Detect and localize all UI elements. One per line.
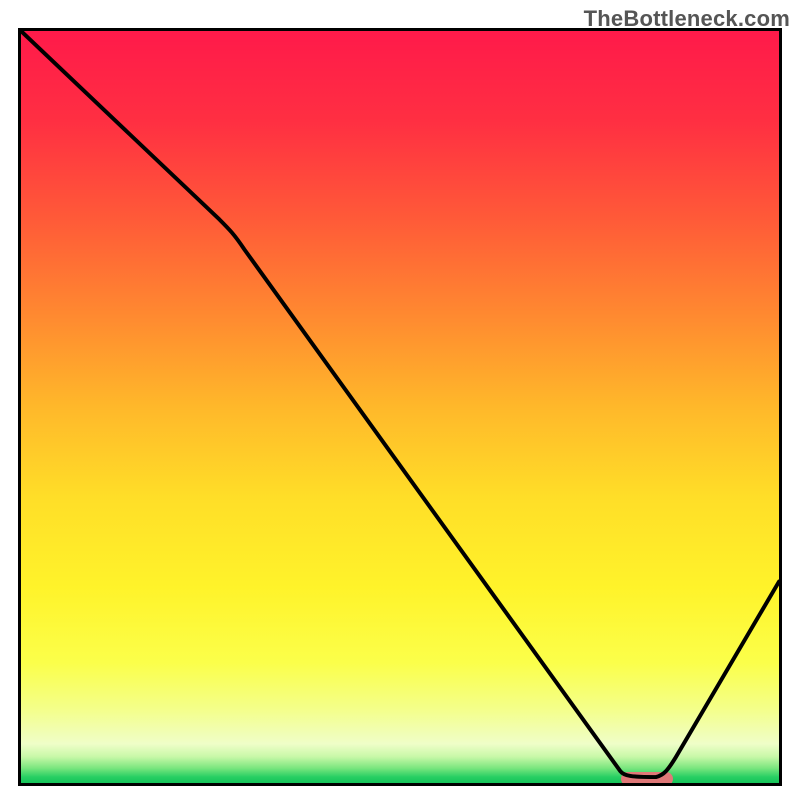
chart-container: TheBottleneck.com: [0, 0, 800, 800]
plot-area: [18, 28, 782, 786]
bottleneck-curve: [21, 31, 779, 783]
